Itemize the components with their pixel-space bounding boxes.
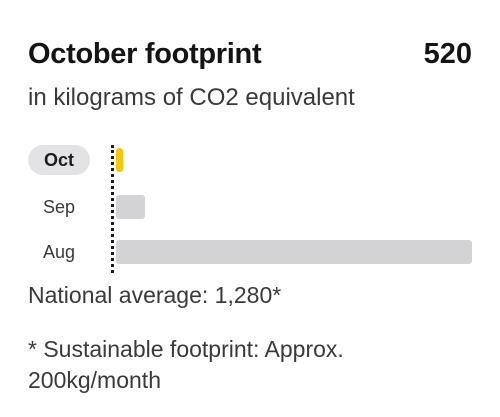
month-label-aug[interactable]: Aug <box>42 242 76 262</box>
sustainable-footnote: * Sustainable footprint: Approx. 200kg/m… <box>28 336 344 393</box>
month-label-oct[interactable]: Oct <box>28 145 90 175</box>
baseline-divider <box>111 145 114 273</box>
monthly-footprint-chart: Oct Sep Aug <box>0 140 500 275</box>
bar-oct[interactable] <box>116 148 123 172</box>
page-title: October footprint <box>28 38 262 70</box>
national-average-label: National average: 1,280* <box>28 282 282 308</box>
bar-sep[interactable] <box>116 195 145 219</box>
bar-aug[interactable] <box>116 240 472 264</box>
header: October footprint 520 <box>28 38 472 71</box>
footprint-value: 520 <box>423 38 472 70</box>
units-subtitle: in kilograms of CO2 equivalent <box>28 84 355 111</box>
month-label-sep[interactable]: Sep <box>42 197 76 217</box>
